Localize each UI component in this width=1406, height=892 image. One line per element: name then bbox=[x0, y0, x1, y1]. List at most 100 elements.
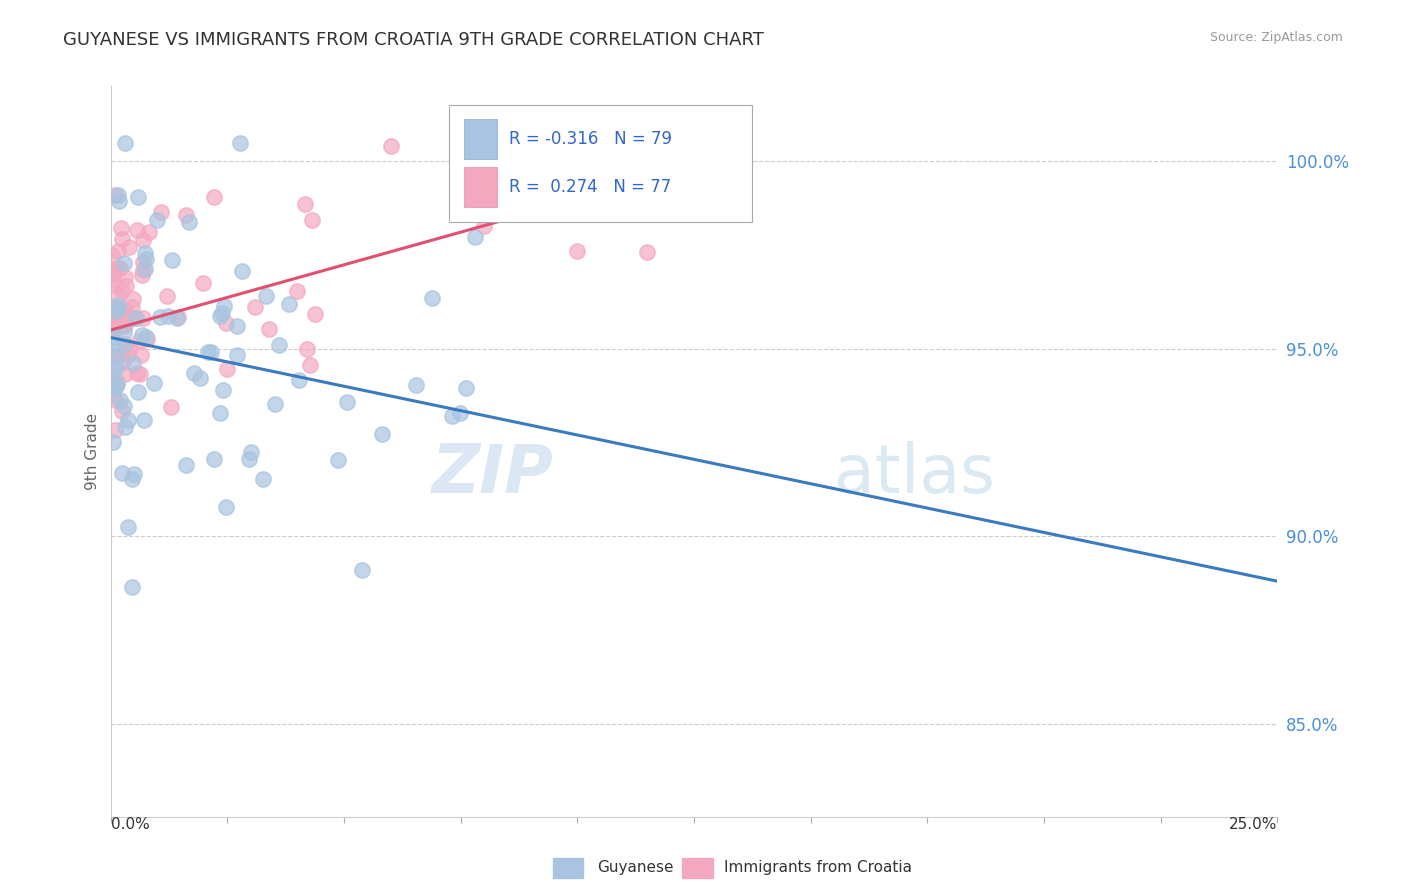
Point bbox=[183, 366, 205, 380]
Point bbox=[101, 338, 124, 352]
Point bbox=[121, 581, 143, 595]
Point bbox=[238, 452, 260, 467]
Point bbox=[472, 219, 495, 234]
Text: Immigrants from Croatia: Immigrants from Croatia bbox=[724, 860, 912, 874]
Point bbox=[200, 345, 222, 359]
Point bbox=[135, 332, 157, 346]
Point bbox=[112, 336, 135, 351]
Point bbox=[449, 406, 471, 420]
Point bbox=[212, 383, 235, 397]
Point bbox=[138, 225, 160, 239]
Point bbox=[101, 368, 124, 383]
Point bbox=[212, 299, 235, 313]
Point bbox=[114, 419, 136, 434]
Point bbox=[127, 366, 149, 380]
Point bbox=[117, 413, 139, 427]
Point bbox=[567, 244, 589, 259]
Point bbox=[121, 472, 143, 486]
Point bbox=[202, 190, 225, 204]
Point bbox=[114, 314, 136, 328]
Point bbox=[122, 356, 145, 370]
FancyBboxPatch shape bbox=[464, 120, 496, 160]
Point bbox=[215, 500, 238, 514]
Point bbox=[103, 381, 125, 395]
Point bbox=[215, 316, 238, 330]
Point bbox=[304, 307, 326, 321]
Point bbox=[278, 297, 301, 311]
Point bbox=[128, 334, 150, 348]
Point bbox=[132, 311, 155, 326]
Point bbox=[124, 311, 146, 326]
Point bbox=[114, 304, 136, 318]
Point bbox=[239, 445, 262, 459]
Point bbox=[243, 301, 266, 315]
Text: GUYANESE VS IMMIGRANTS FROM CROATIA 9TH GRADE CORRELATION CHART: GUYANESE VS IMMIGRANTS FROM CROATIA 9TH … bbox=[63, 31, 763, 49]
Point bbox=[104, 309, 127, 323]
Point bbox=[254, 289, 277, 303]
Point bbox=[252, 472, 274, 486]
Point bbox=[107, 244, 129, 259]
Point bbox=[159, 400, 181, 414]
Point bbox=[121, 300, 143, 314]
Point bbox=[301, 213, 323, 227]
Point bbox=[134, 261, 156, 276]
Point bbox=[135, 252, 157, 266]
Point bbox=[103, 273, 125, 287]
Point bbox=[105, 376, 128, 391]
Point bbox=[101, 348, 124, 362]
Point bbox=[297, 343, 319, 357]
Point bbox=[124, 467, 146, 481]
Point bbox=[103, 362, 125, 376]
Point bbox=[370, 426, 392, 441]
FancyBboxPatch shape bbox=[449, 104, 752, 221]
Point bbox=[145, 213, 167, 227]
Point bbox=[100, 248, 122, 262]
Point bbox=[405, 378, 427, 392]
Point bbox=[101, 315, 124, 329]
Point bbox=[134, 246, 156, 260]
Text: atlas: atlas bbox=[834, 441, 995, 507]
Point bbox=[105, 376, 128, 390]
Point bbox=[115, 309, 138, 323]
Point bbox=[162, 252, 184, 267]
Text: R =  0.274   N = 77: R = 0.274 N = 77 bbox=[509, 178, 671, 196]
Point bbox=[101, 330, 124, 344]
Point bbox=[287, 284, 309, 298]
Point bbox=[105, 359, 128, 374]
Point bbox=[636, 244, 658, 259]
Point bbox=[441, 409, 464, 423]
Point bbox=[108, 392, 131, 407]
Point bbox=[420, 291, 443, 305]
Point bbox=[264, 397, 287, 411]
Point bbox=[117, 348, 139, 362]
Point bbox=[454, 380, 477, 394]
Point bbox=[105, 261, 128, 276]
Text: ZIP: ZIP bbox=[432, 441, 554, 507]
Point bbox=[134, 413, 156, 427]
Point bbox=[464, 229, 486, 244]
Point bbox=[107, 188, 129, 202]
Point bbox=[335, 395, 357, 409]
Point bbox=[107, 301, 129, 315]
Point bbox=[114, 367, 136, 381]
Point bbox=[157, 309, 180, 323]
Point bbox=[208, 406, 231, 420]
Point bbox=[114, 278, 136, 293]
Text: 25.0%: 25.0% bbox=[1229, 817, 1278, 832]
Point bbox=[131, 254, 153, 268]
Point bbox=[176, 208, 198, 222]
Point bbox=[118, 341, 141, 355]
Point bbox=[211, 305, 233, 319]
Point bbox=[118, 240, 141, 254]
Point bbox=[129, 348, 152, 362]
Point bbox=[225, 318, 247, 333]
Point bbox=[103, 423, 125, 437]
Point bbox=[217, 362, 239, 376]
Point bbox=[129, 367, 152, 381]
Point bbox=[125, 223, 148, 237]
Point bbox=[131, 263, 153, 277]
Point bbox=[117, 520, 139, 534]
Text: Guyanese: Guyanese bbox=[598, 860, 673, 874]
Point bbox=[110, 221, 132, 235]
Point bbox=[104, 303, 127, 318]
